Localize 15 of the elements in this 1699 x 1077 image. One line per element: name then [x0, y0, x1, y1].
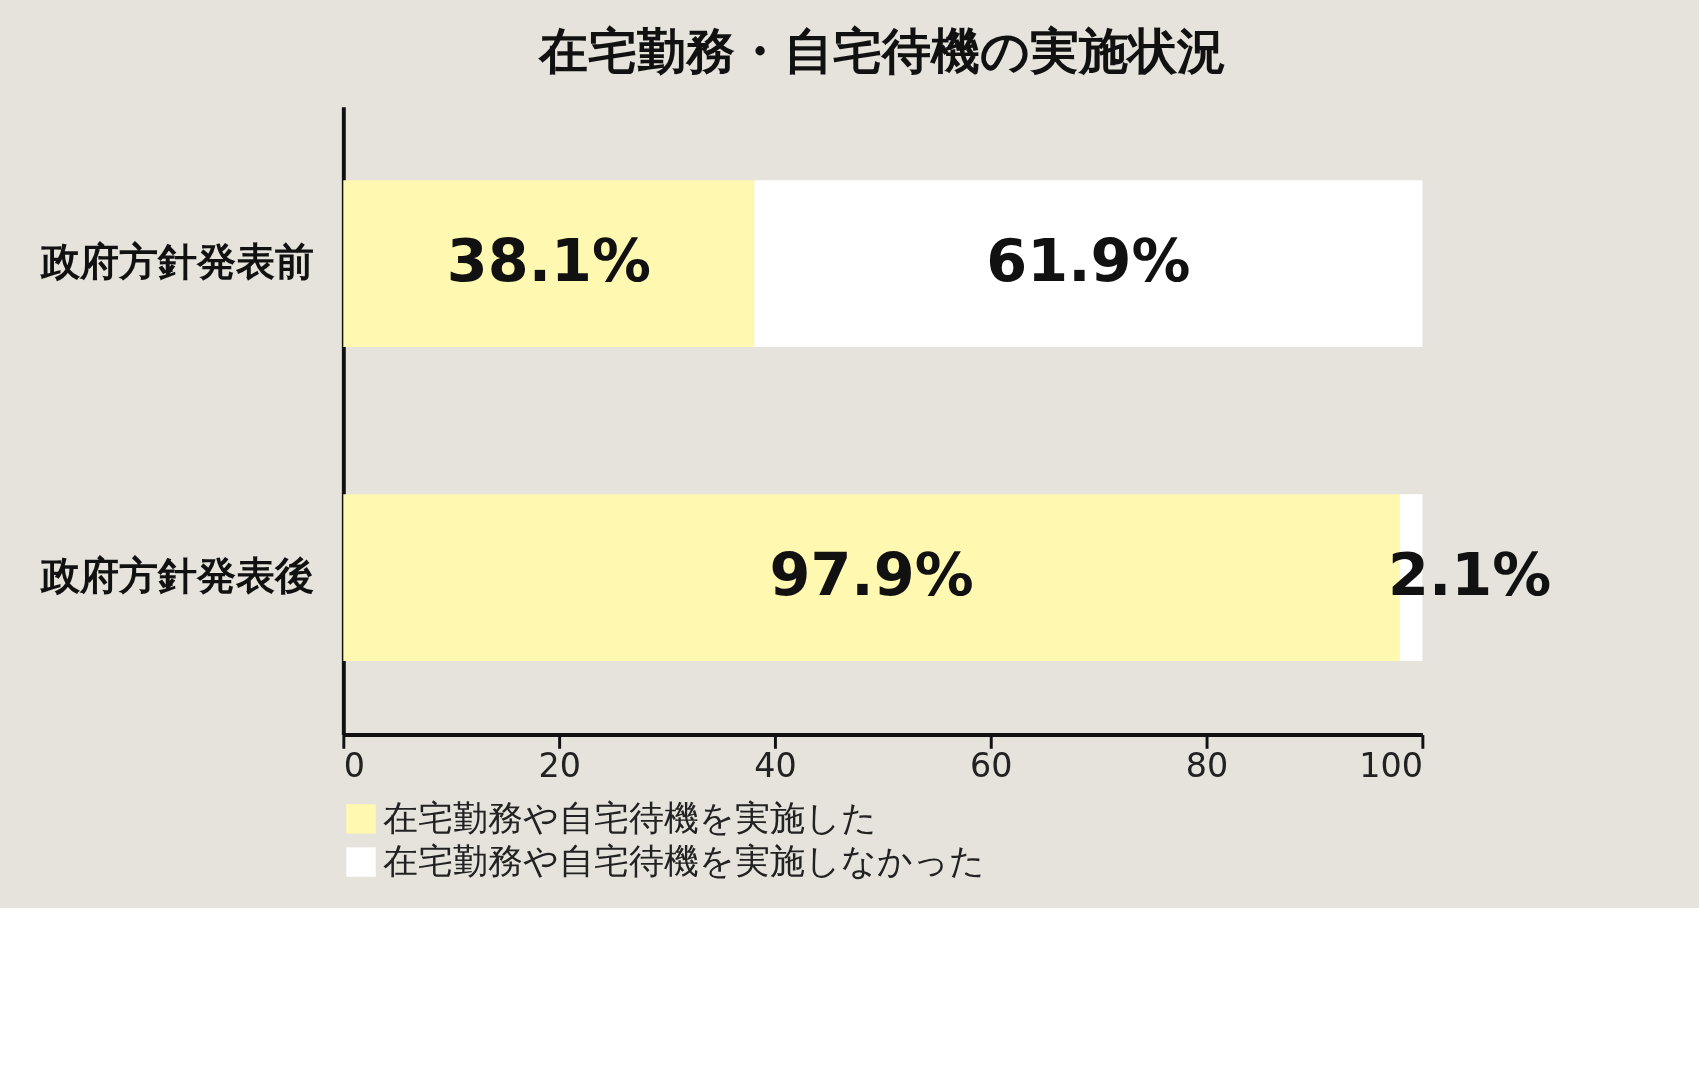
x-tick-label: 0 — [343, 746, 366, 786]
y-tick-label: 政府方針発表前 — [40, 239, 315, 285]
chart-title: 在宅勤務・自宅待機の実施状況 — [538, 21, 1227, 80]
legend-label: 在宅勤務や自宅待機を実施しなかった — [382, 839, 985, 881]
data-label: 38.1% — [446, 226, 651, 296]
x-tick-label: 100 — [1359, 746, 1423, 786]
x-tick-label: 80 — [1185, 746, 1229, 786]
y-tick-label: 政府方針発表後 — [40, 553, 315, 599]
data-label: 61.9% — [986, 226, 1191, 296]
x-tick-label: 20 — [538, 746, 581, 786]
x-tick-label: 60 — [970, 746, 1013, 786]
data-label: 2.1% — [1387, 540, 1552, 610]
x-tick-label: 40 — [754, 746, 797, 786]
data-label: 97.9% — [769, 540, 974, 610]
legend-label: 在宅勤務や自宅待機を実施した — [382, 796, 877, 838]
